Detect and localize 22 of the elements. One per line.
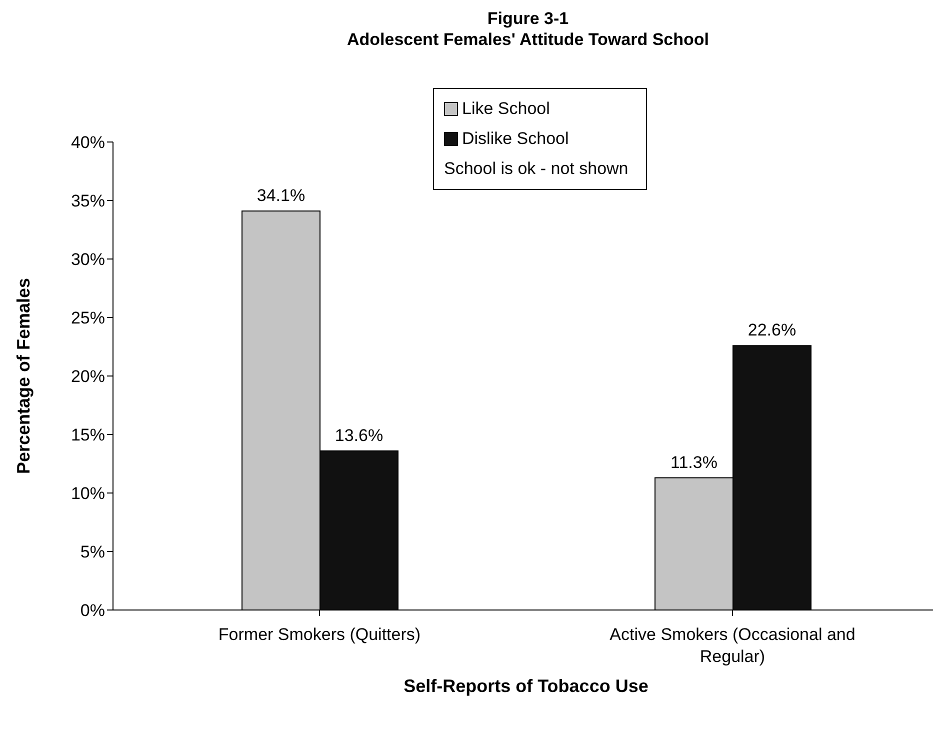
chart-title: Figure 3-1 [486, 8, 570, 29]
y-tick-label: 35% [70, 192, 105, 211]
chart-subtitle: Adolescent Females' Attitude Toward School [346, 29, 710, 50]
y-tick-label: 0% [80, 601, 105, 620]
y-axis-title: Percentage of Females [13, 278, 34, 474]
x-tick-label: Former Smokers (Quitters) [218, 625, 421, 644]
data-label: 34.1% [256, 186, 306, 206]
y-tick-label: 10% [70, 484, 105, 504]
legend-label: Dislike School [462, 129, 569, 149]
y-tick-label: 25% [70, 308, 105, 328]
y-tick-label: 5% [80, 542, 105, 562]
data-label: 22.6% [748, 320, 796, 340]
annotation: School is ok - not shown [444, 159, 628, 179]
data-label: 13.6% [334, 426, 384, 445]
y-tick-label: 20% [70, 367, 105, 386]
y-tick-label: 40% [70, 133, 105, 152]
y-tick-label: 15% [70, 426, 105, 445]
legend-label: Like School [462, 99, 550, 119]
data-label: 11.3% [670, 452, 718, 472]
x-tick-label: Active Smokers (Occasional and Regular) [610, 625, 856, 666]
y-tick-label: 30% [70, 250, 105, 270]
x-axis-title: Self-Reports of Tobacco Use [404, 676, 648, 696]
